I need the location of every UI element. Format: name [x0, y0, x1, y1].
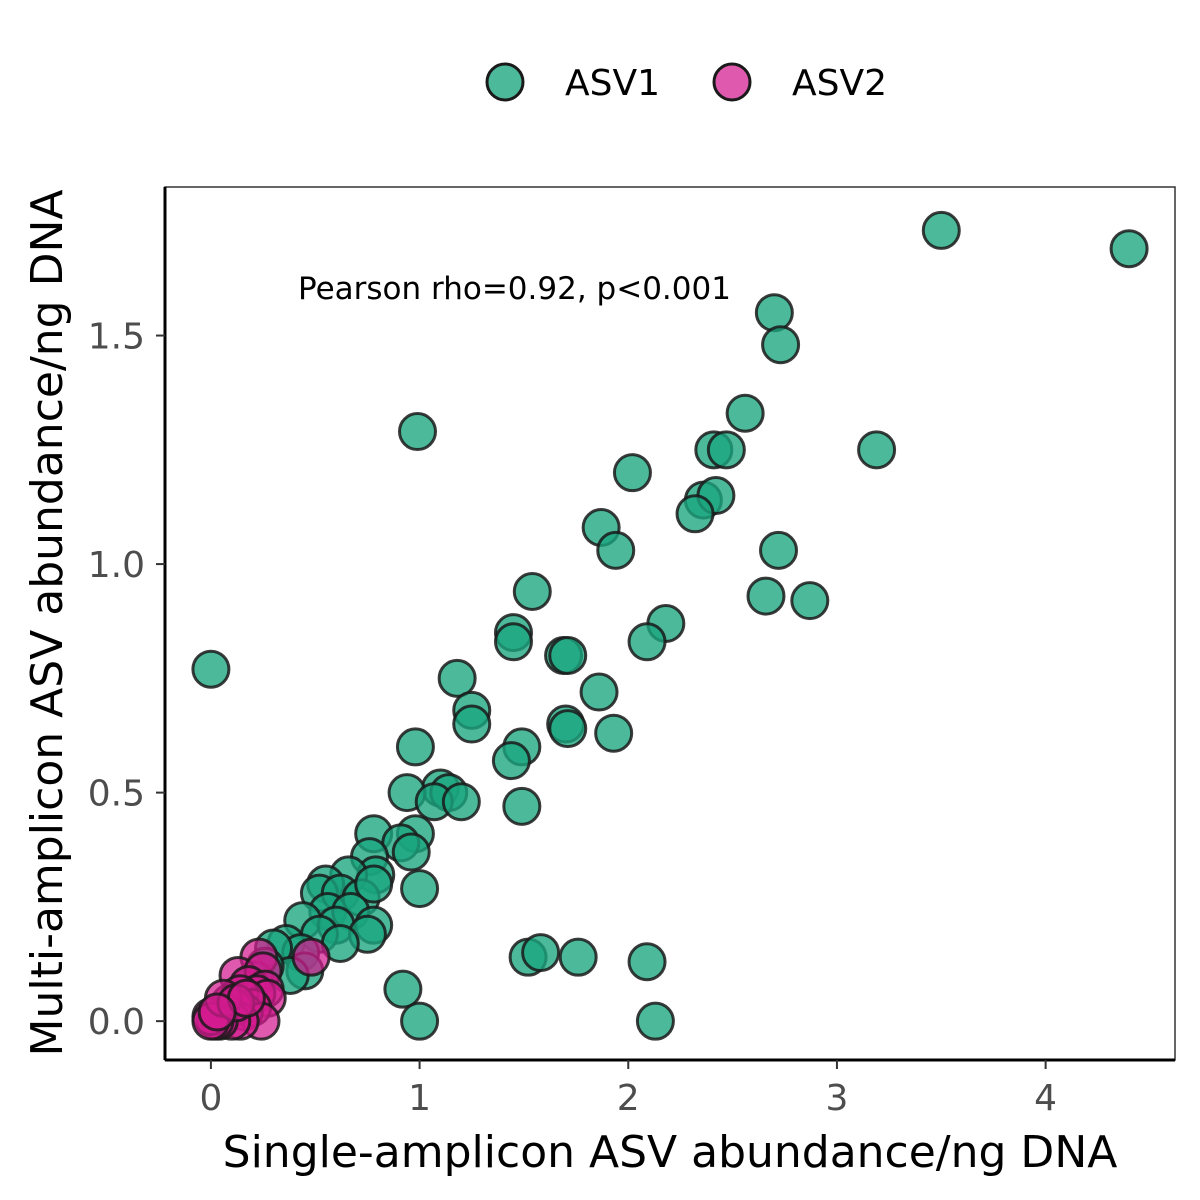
data-point-asv1 — [627, 942, 667, 982]
axis-ticks: 0 1 2 3 4 0.0 0.5 1.0 1.5 — [88, 317, 1057, 1119]
data-point-asv1 — [1109, 229, 1149, 269]
data-point-asv1 — [437, 658, 477, 698]
data-point-asv1 — [512, 572, 552, 612]
data-point-asv1 — [759, 530, 799, 570]
data-point-asv1 — [754, 293, 794, 333]
legend: ASV1 ASV2 — [485, 62, 887, 104]
correlation-annotation: Pearson rho=0.92, p<0.001 — [298, 271, 731, 307]
data-points — [191, 210, 1149, 1041]
y-tick-label: 0.0 — [88, 1002, 145, 1043]
x-tick-label: 1 — [408, 1078, 431, 1119]
x-tick-label: 2 — [617, 1078, 640, 1119]
data-point-asv1 — [521, 933, 561, 973]
y-tick-label: 1.5 — [88, 317, 145, 358]
data-point-asv1 — [921, 210, 961, 250]
data-point-asv1 — [493, 622, 533, 662]
data-point-asv1 — [491, 741, 531, 781]
data-point-asv1 — [548, 635, 588, 675]
data-point-asv1 — [395, 727, 435, 767]
data-point-asv1 — [398, 412, 437, 452]
data-point-asv1 — [502, 786, 542, 826]
data-point-asv1 — [596, 530, 636, 570]
data-point-asv1 — [612, 453, 652, 493]
data-point-asv1 — [452, 704, 492, 744]
series-asv2 — [191, 937, 331, 1041]
data-point-asv1 — [441, 782, 481, 822]
legend-marker-asv1 — [485, 62, 525, 102]
data-point-asv1 — [191, 649, 231, 689]
data-point-asv1 — [725, 393, 765, 433]
data-point-asv1 — [635, 1001, 675, 1041]
series-asv1 — [191, 210, 1149, 1041]
data-point-asv1 — [706, 430, 746, 470]
data-point-asv1 — [354, 864, 394, 904]
data-point-asv1 — [558, 937, 598, 977]
y-tick-label: 1.0 — [88, 545, 145, 586]
x-tick-label: 0 — [199, 1078, 222, 1119]
data-point-asv1 — [627, 622, 667, 662]
data-point-asv1 — [746, 576, 786, 616]
x-axis-title: Single-amplicon ASV abundance/ng DNA — [223, 1127, 1118, 1178]
data-point-asv1 — [857, 430, 897, 470]
data-point-asv2 — [291, 937, 331, 977]
y-tick-label: 0.5 — [88, 774, 145, 815]
data-point-asv1 — [548, 709, 588, 749]
data-point-asv1 — [391, 832, 431, 872]
data-point-asv1 — [761, 325, 801, 365]
legend-label-asv2: ASV2 — [792, 63, 887, 104]
data-point-asv1 — [400, 1001, 440, 1041]
data-point-asv1 — [594, 713, 634, 753]
x-tick-label: 3 — [825, 1078, 848, 1119]
y-axis-title: Multi-amplicon ASV abundance/ng DNA — [22, 190, 73, 1057]
data-point-asv2 — [197, 992, 237, 1032]
data-point-asv1 — [790, 581, 830, 621]
x-tick-label: 4 — [1034, 1078, 1057, 1119]
legend-marker-asv2 — [712, 62, 752, 102]
data-point-asv1 — [400, 869, 440, 909]
legend-label-asv1: ASV1 — [565, 63, 660, 104]
data-point-asv1 — [383, 969, 423, 1009]
data-point-asv1 — [579, 672, 619, 712]
data-point-asv1 — [675, 494, 715, 534]
